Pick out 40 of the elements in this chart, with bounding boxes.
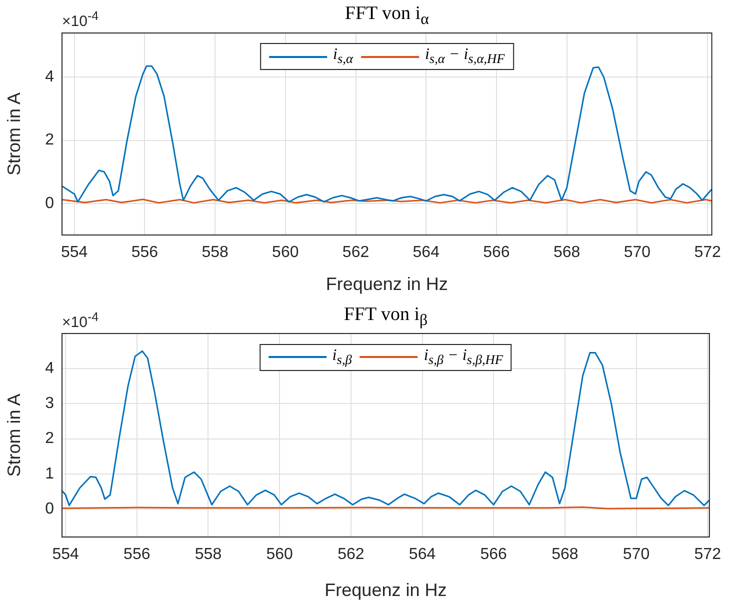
- x-tick-label: 554: [52, 546, 80, 564]
- legend-label: i$_{s,α}$ − i$_{s,α,HF}$: [424, 46, 505, 68]
- x-tick-label: 560: [272, 244, 299, 262]
- y-tick-label: 4: [45, 360, 54, 377]
- chart-title: FFT von i$_{α}$: [344, 3, 429, 29]
- y-tick-label: 3: [45, 395, 54, 412]
- x-tick-label: 566: [480, 546, 508, 564]
- x-tick-label: 558: [194, 546, 222, 564]
- legend-label: i$_{s,β}$: [332, 346, 352, 368]
- x-tick-label: 568: [552, 546, 578, 564]
- text: ×10$^{-4}$: [62, 310, 99, 330]
- y-tick-label: 0: [45, 500, 54, 518]
- x-tick-label: 562: [338, 546, 364, 564]
- x-tick-label: 556: [131, 244, 158, 262]
- text: ×10$^{-4}$: [62, 9, 99, 30]
- x-axis-title: Frequenz in Hz: [326, 274, 448, 294]
- x-tick-label: 566: [483, 244, 510, 262]
- y-axis-title: Strom in A: [4, 92, 24, 176]
- x-tick-label: 572: [694, 546, 722, 564]
- x-tick-label: 572: [694, 244, 722, 262]
- y-tick-label: 2: [45, 430, 54, 448]
- x-tick-label: 570: [622, 546, 650, 564]
- legend-label: i$_{s,β}$ − i$_{s,β,HF}$: [424, 346, 504, 368]
- x-tick-label: 558: [202, 244, 228, 262]
- y-tick-label: 4: [45, 68, 54, 86]
- y-tick-label: 1: [45, 465, 54, 482]
- legend-label: i$_{s,α}$: [332, 46, 353, 68]
- x-tick-label: 564: [412, 244, 440, 262]
- chart-title: FFT von i$_{β}$: [344, 304, 428, 330]
- x-tick-label: 556: [124, 546, 150, 564]
- x-tick-label: 560: [266, 546, 294, 564]
- x-tick-label: 554: [60, 244, 88, 262]
- y-tick-label: 0: [45, 194, 54, 212]
- y-axis-title: Strom in A: [4, 394, 24, 477]
- x-tick-label: 562: [342, 244, 370, 262]
- x-tick-label: 564: [408, 546, 436, 564]
- y-tick-label: 2: [45, 132, 54, 149]
- x-axis-title: Frequenz in Hz: [324, 580, 447, 600]
- x-tick-label: 570: [624, 244, 651, 262]
- x-tick-label: 568: [553, 244, 580, 262]
